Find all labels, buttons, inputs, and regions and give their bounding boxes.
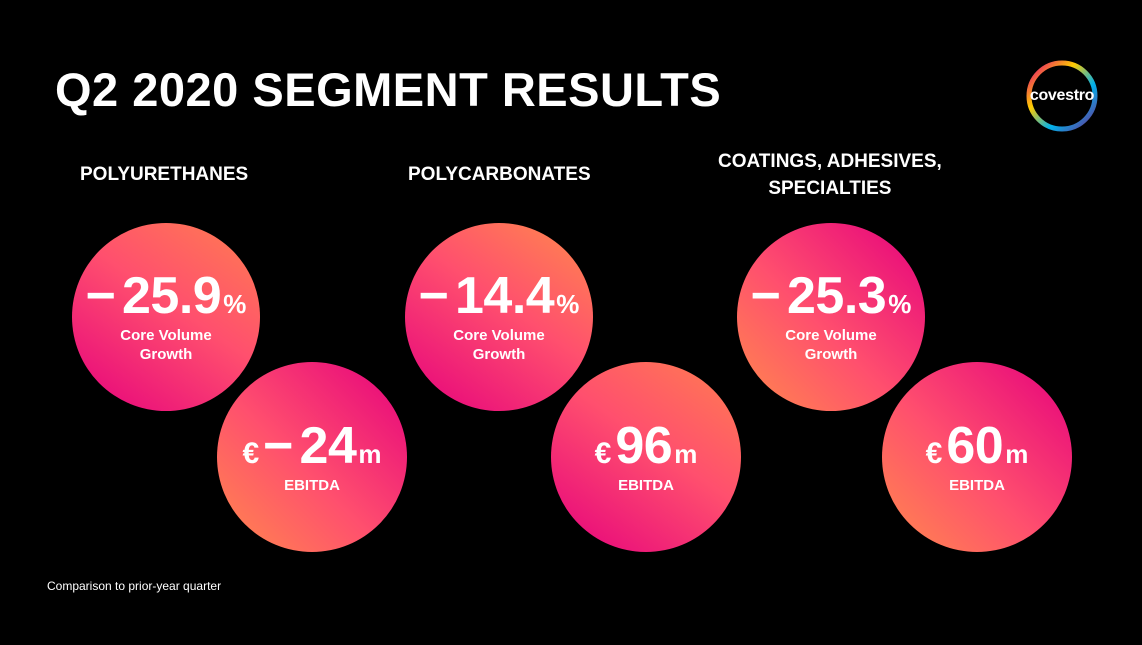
volume-sign: − — [86, 270, 116, 322]
polycarbonates-volume-circle: − 14.4 % Core Volume Growth — [405, 223, 593, 411]
ebitda-unit: m — [674, 439, 697, 470]
logo-wordmark: covestro — [1026, 87, 1098, 105]
polyurethanes-volume-circle: − 25.9 % Core Volume Growth — [72, 223, 260, 411]
volume-sign: − — [751, 270, 781, 322]
ebitda-sign: − — [263, 420, 293, 472]
polyurethanes-ebitda-circle: € − 24 m EBITDA — [217, 362, 407, 552]
segment-title-polyurethanes: POLYURETHANES — [80, 161, 248, 188]
cas-volume-circle: − 25.3 % Core Volume Growth — [737, 223, 925, 411]
ebitda-value: 24 — [300, 420, 357, 472]
ebitda-unit: m — [1005, 439, 1028, 470]
cas-ebitda-circle: € 60 m EBITDA — [882, 362, 1072, 552]
slide-title: Q2 2020 SEGMENT RESULTS — [55, 62, 721, 117]
ebitda-label: EBITDA — [949, 476, 1005, 495]
ebitda-value: 60 — [946, 420, 1003, 472]
volume-label: Core Volume Growth — [785, 326, 876, 364]
volume-label: Core Volume Growth — [120, 326, 211, 364]
ebitda-label: EBITDA — [618, 476, 674, 495]
volume-value: 25.3 — [787, 270, 886, 322]
footnote: Comparison to prior-year quarter — [47, 579, 221, 593]
segment-title-coatings-adhesives-specialties: COATINGS, ADHESIVES, SPECIALTIES — [718, 148, 942, 202]
volume-unit: % — [888, 289, 911, 320]
ebitda-value: 96 — [615, 420, 672, 472]
volume-unit: % — [556, 289, 579, 320]
polycarbonates-ebitda-circle: € 96 m EBITDA — [551, 362, 741, 552]
ebitda-unit: m — [358, 439, 381, 470]
volume-sign: − — [419, 270, 449, 322]
ebitda-currency: € — [926, 437, 943, 471]
segment-title-polycarbonates: POLYCARBONATES — [408, 161, 591, 188]
covestro-logo: covestro — [1026, 60, 1098, 132]
ebitda-label: EBITDA — [284, 476, 340, 495]
ebitda-currency: € — [242, 437, 259, 471]
volume-label: Core Volume Growth — [453, 326, 544, 364]
ebitda-currency: € — [595, 437, 612, 471]
volume-value: 14.4 — [455, 270, 554, 322]
volume-value: 25.9 — [122, 270, 221, 322]
volume-unit: % — [223, 289, 246, 320]
